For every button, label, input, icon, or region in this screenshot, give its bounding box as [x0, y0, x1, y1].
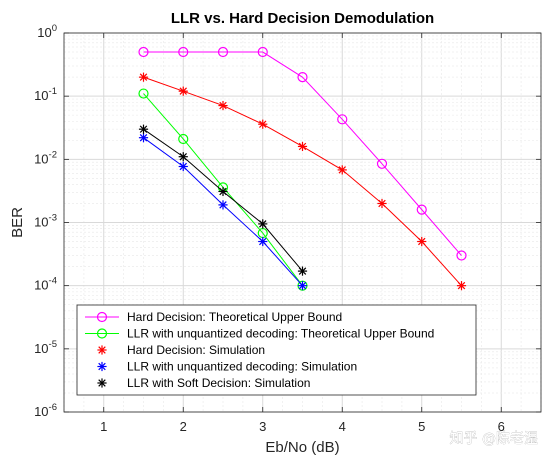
legend-marker	[97, 378, 107, 388]
legend: Hard Decision: Theoretical Upper Bound LL…	[76, 304, 477, 396]
data-point	[178, 161, 188, 172]
data-point	[297, 281, 308, 291]
legend-label: Hard Decision: Simulation	[127, 343, 265, 357]
data-point	[218, 200, 228, 210]
watermark-text: 知乎 @陈老湿	[450, 430, 538, 447]
y-tick-label: 10-6	[34, 402, 57, 419]
series-5	[138, 124, 308, 276]
data-point	[178, 152, 188, 162]
data-point	[138, 46, 149, 58]
data-point	[138, 124, 149, 134]
data-point	[258, 236, 268, 247]
data-point	[456, 281, 467, 291]
x-tick-label: 1	[100, 419, 107, 434]
series-layer	[138, 46, 467, 291]
legend-marker	[97, 361, 107, 372]
data-point	[297, 141, 308, 152]
data-point	[297, 72, 308, 83]
data-point	[337, 165, 347, 175]
data-point	[337, 114, 348, 125]
data-point	[258, 119, 268, 129]
legend-item: LLR with unquantized decoding: Simulatio…	[97, 360, 357, 374]
data-point	[257, 46, 268, 58]
y-tick-label: 10-1	[34, 86, 57, 103]
data-point	[456, 250, 467, 261]
legend-label: LLR with unquantized decoding: Simulatio…	[127, 360, 357, 374]
series-3	[138, 72, 467, 291]
data-point	[218, 100, 228, 111]
data-point	[217, 46, 229, 58]
chart-title: LLR vs. Hard Decision Demodulation	[171, 10, 434, 27]
series-line	[143, 51, 462, 256]
data-point	[218, 186, 228, 197]
data-point	[138, 72, 149, 82]
y-tick-label: 100	[37, 23, 57, 40]
data-point	[138, 133, 149, 143]
data-point	[258, 219, 268, 229]
y-tick-label: 10-4	[34, 276, 57, 293]
data-point	[377, 198, 387, 209]
legend-label: LLR with unquantized decoding: Theoretic…	[127, 327, 434, 341]
data-point	[178, 133, 189, 145]
data-point	[138, 88, 149, 99]
legend-item: Hard Decision: Theoretical Upper Bound	[85, 310, 342, 324]
data-point	[416, 204, 427, 215]
legend-label: LLR with Soft Decision: Simulation	[127, 376, 310, 390]
x-tick-label: 6	[498, 419, 505, 434]
x-tick-label: 4	[339, 419, 346, 434]
data-point	[376, 158, 388, 169]
legend-item: LLR with unquantized decoding: Theoretic…	[85, 327, 434, 341]
legend-item: LLR with Soft Decision: Simulation	[97, 376, 310, 390]
x-tick-label: 2	[180, 419, 187, 434]
data-point	[417, 236, 427, 247]
data-point	[178, 86, 188, 96]
legend-marker	[96, 328, 108, 339]
legend-box	[76, 304, 477, 396]
y-tick-label: 10-3	[34, 213, 57, 230]
legend-item: Hard Decision: Simulation	[97, 343, 265, 357]
legend-marker	[96, 311, 108, 323]
y-tick-label: 10-5	[34, 339, 57, 356]
x-tick-label: 3	[259, 419, 266, 434]
series-4	[138, 133, 308, 291]
axes: 1 2 3 4 5 6 10-6 10-5 10-4 10-3 10-2 10-1 100	[34, 23, 541, 434]
legend-label: Hard Decision: Theoretical Upper Bound	[127, 310, 342, 324]
x-tick-label: 5	[418, 419, 425, 434]
y-tick-label: 10-2	[34, 149, 57, 166]
series-1	[138, 46, 467, 261]
data-point	[178, 46, 189, 58]
y-axis-title: BER	[9, 207, 26, 238]
x-axis-title: Eb/No (dB)	[265, 439, 339, 456]
legend-marker	[97, 345, 107, 355]
data-point	[297, 266, 308, 276]
